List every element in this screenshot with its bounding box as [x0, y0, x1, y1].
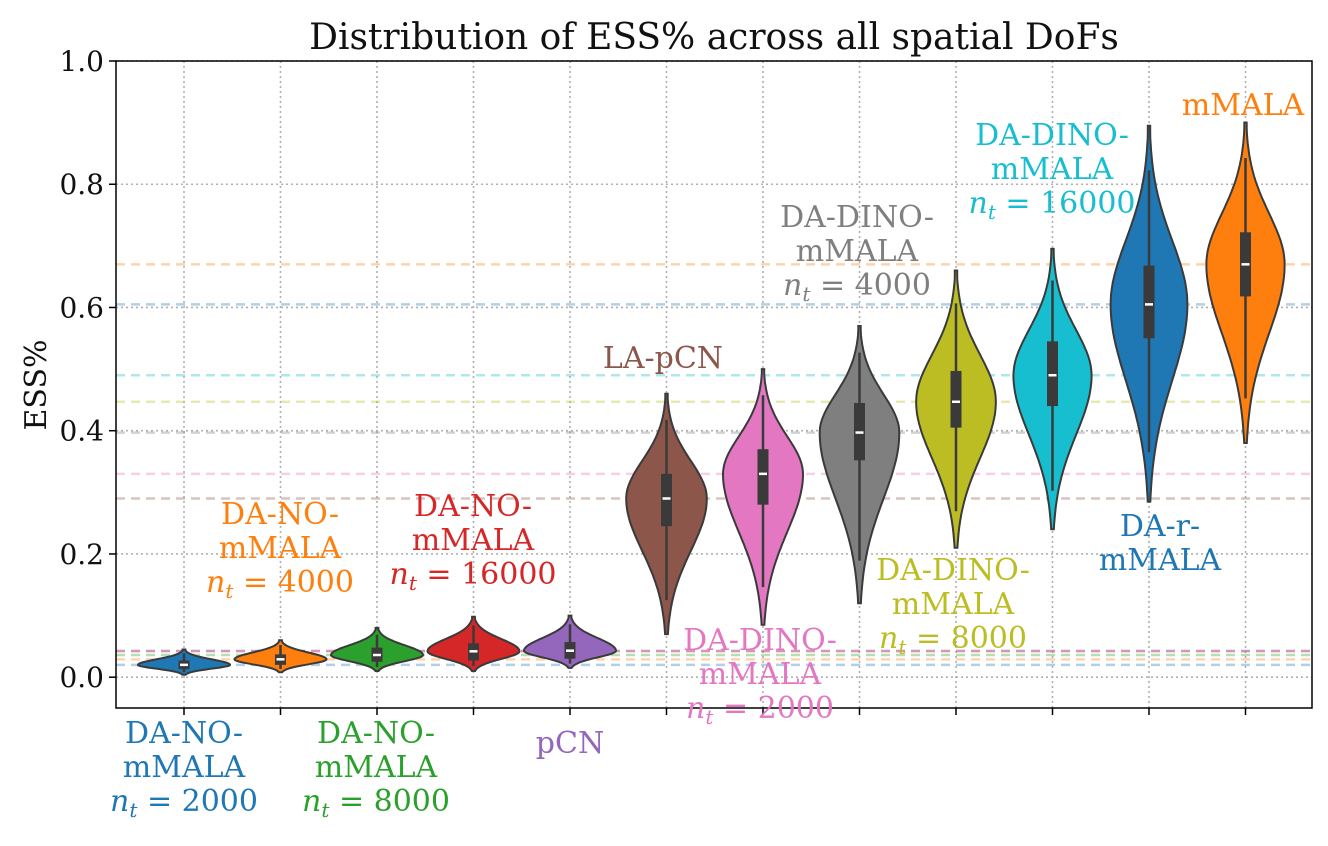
violin-group [625, 392, 708, 715]
y-tick-label: 0.8 [59, 168, 104, 201]
violin-label-line: nt = 2000 [686, 691, 834, 729]
label-n-symbol: n [206, 565, 225, 600]
violin-label: DA-DINO-mMALA nt = 8000 [876, 553, 1030, 659]
label-t-subscript: t [898, 635, 907, 659]
violin-label-line: mMALA [123, 750, 246, 785]
violin-label: DA-DINO-mMALA nt = 4000 [780, 200, 934, 306]
label-t-subscript: t [988, 200, 997, 224]
y-ticks: 0.0 0.2 0.4 0.6 0.8 1.0 [59, 45, 116, 694]
violin-group [1012, 247, 1093, 715]
label-n-value: = 2000 [713, 691, 834, 726]
violin-label-line: DA-NO- [317, 716, 435, 751]
label-n-symbol: n [389, 557, 408, 592]
violins [137, 121, 1286, 715]
y-tick-label: 0.6 [59, 291, 104, 324]
violin-group [233, 639, 328, 715]
label-t-subscript: t [802, 282, 811, 306]
label-n-symbol: n [686, 691, 705, 726]
violin-label-line: DA-NO- [221, 497, 339, 532]
violin-label-line: LA-pCN [603, 341, 723, 376]
label-n-value: = 16000 [996, 186, 1136, 221]
label-n-value: = 8000 [906, 621, 1027, 656]
label-n-value: = 8000 [329, 784, 450, 819]
label-n-value: = 4000 [233, 565, 354, 600]
violin-iqr-box [661, 473, 672, 527]
violin-label-line: DA-DINO- [876, 553, 1030, 588]
violin-group [1109, 124, 1189, 715]
violin-label-line: mMALA [991, 152, 1114, 187]
violin-label-line: nt = 8000 [879, 621, 1027, 659]
violin-label-line: DA-r- [1120, 509, 1200, 544]
violin-label-line: nt = 2000 [110, 784, 258, 822]
label-n-symbol: n [302, 784, 321, 819]
violin-label: DA-NO-mMALA nt = 16000 [389, 489, 556, 595]
violin-group [915, 269, 997, 715]
plot-frame [115, 60, 1313, 709]
violin-label-line: nt = 16000 [389, 557, 556, 595]
violin-group [818, 325, 901, 715]
violin-label-line: nt = 4000 [206, 565, 354, 603]
violin-group [721, 368, 805, 715]
violin-label-line: mMALA [219, 531, 342, 566]
y-tick-label: 0.0 [59, 661, 104, 694]
y-tick-label: 0.4 [59, 415, 104, 448]
violin-label-line: mMALA [1182, 88, 1305, 123]
label-n-value: = 16000 [417, 557, 557, 592]
label-t-subscript: t [321, 798, 330, 822]
violin-label-line: DA-NO- [414, 489, 532, 524]
label-n-symbol: n [879, 621, 898, 656]
label-t-subscript: t [409, 571, 418, 595]
violin-label: DA-DINO-mMALA nt = 16000 [968, 118, 1135, 224]
violin-label: DA-NO-mMALA nt = 8000 [302, 716, 450, 822]
violin-label-line: mMALA [699, 657, 822, 692]
violin-label: DA-NO-mMALA nt = 2000 [110, 716, 258, 822]
violin-label-line: DA-DINO- [780, 200, 934, 235]
y-tick-label: 0.2 [59, 538, 104, 571]
violin-label-line: DA-NO- [125, 716, 243, 751]
violin-label: DA-r-mMALA [1099, 509, 1222, 578]
violin-label-line: mMALA [1099, 543, 1222, 578]
violin-group [522, 614, 618, 715]
label-n-symbol: n [968, 186, 987, 221]
violin-label-line: mMALA [892, 587, 1015, 622]
label-n-value: = 4000 [810, 268, 931, 303]
violin-label: DA-NO-mMALA nt = 4000 [206, 497, 354, 603]
violin-label-line: mMALA [412, 523, 535, 558]
violin-label-line: mMALA [796, 234, 919, 269]
violin-label: pCN [536, 726, 604, 761]
label-t-subscript: t [705, 705, 714, 729]
violin-group [1205, 121, 1286, 715]
label-n-symbol: n [110, 784, 129, 819]
violin-iqr-box [757, 449, 769, 505]
y-tick-label: 1.0 [59, 45, 104, 78]
violin-iqr-box [1143, 265, 1155, 339]
violin-iqr-box [950, 370, 962, 428]
violin-label-line: nt = 16000 [968, 186, 1135, 224]
violin-iqr-box [1047, 341, 1058, 407]
label-t-subscript: t [225, 579, 234, 603]
violin-label: mMALA [1182, 88, 1305, 123]
label-t-subscript: t [129, 798, 138, 822]
violin-label-line: nt = 8000 [302, 784, 450, 822]
violin-group [137, 648, 231, 715]
violin-label-line: pCN [536, 726, 604, 761]
violin-label: LA-pCN [603, 341, 723, 376]
y-axis-label: ESS% [19, 340, 54, 431]
median-reference-lines [116, 263, 1312, 667]
chart-title: Distribution of ESS% across all spatial … [309, 17, 1119, 58]
violin-label-line: DA-DINO- [975, 118, 1129, 153]
violin-group [426, 615, 521, 715]
label-n-value: = 2000 [137, 784, 258, 819]
label-n-symbol: n [783, 268, 802, 303]
violin-label-line: DA-DINO- [683, 623, 837, 658]
violin-group [329, 626, 425, 715]
violin-label-line: nt = 4000 [783, 268, 931, 306]
violin-label-line: mMALA [315, 750, 438, 785]
violin-label: DA-DINO-mMALA nt = 2000 [683, 623, 837, 729]
